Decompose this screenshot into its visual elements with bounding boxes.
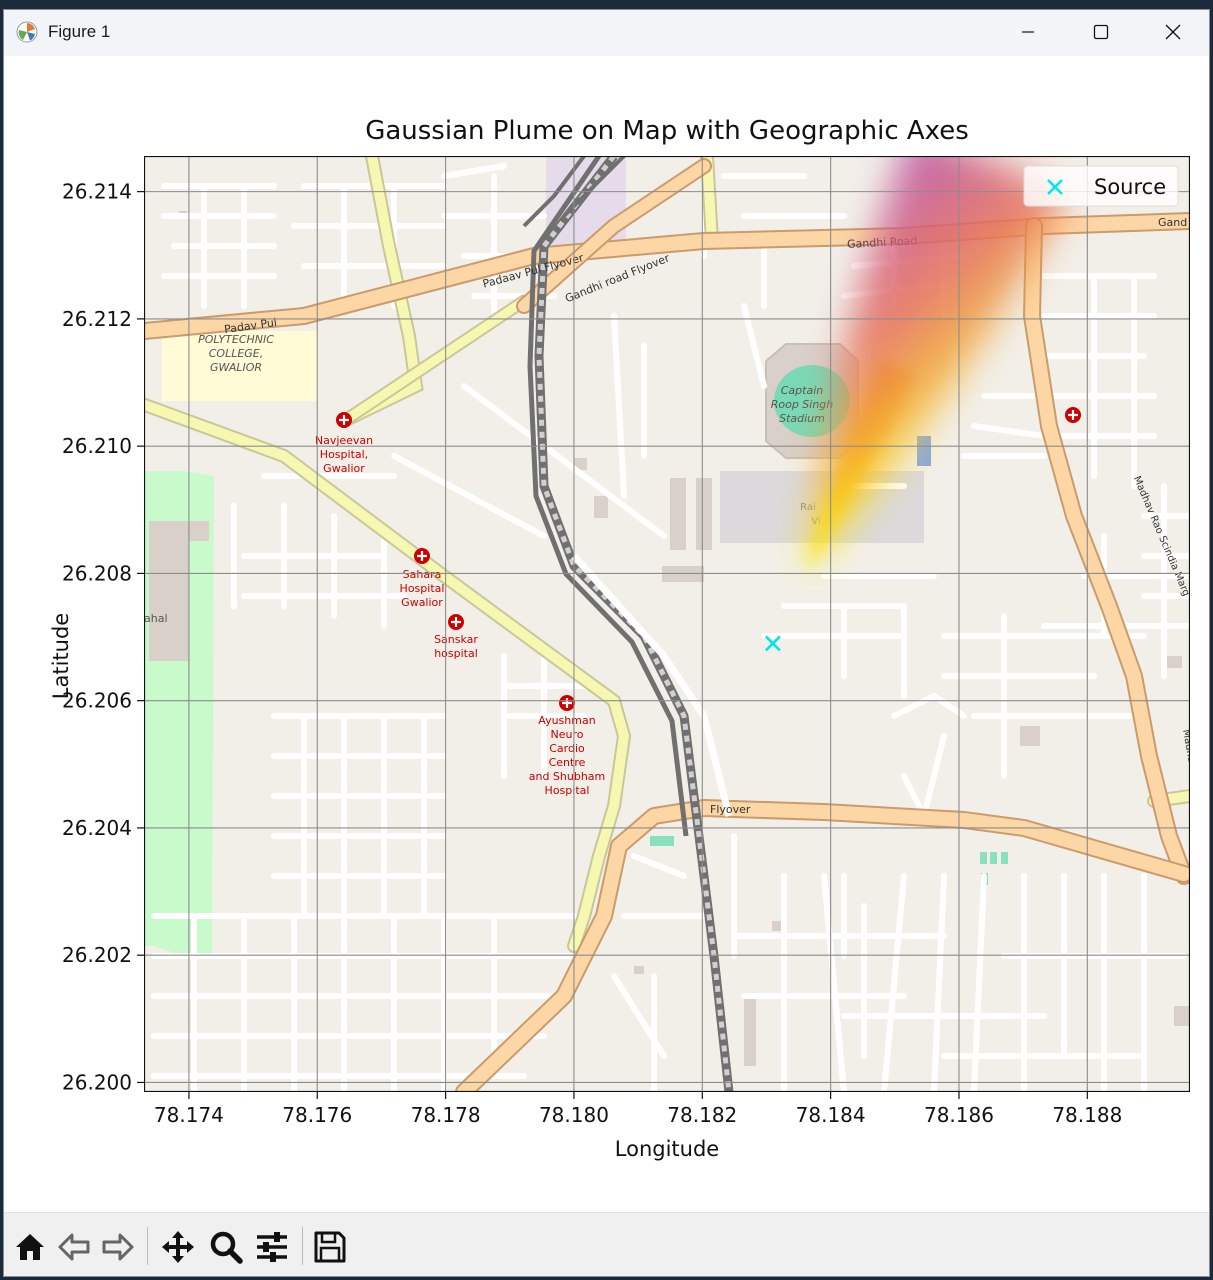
place-label: POLYTECHNIC: [198, 333, 274, 346]
x-tick-label: 78.174: [154, 1103, 224, 1127]
place-label: Navjeevan: [315, 434, 373, 447]
plume-outer: [804, 156, 1069, 574]
forward-arrow-icon: [102, 1233, 134, 1261]
x-tick-label: 78.184: [796, 1103, 866, 1127]
source-marker: [764, 635, 781, 652]
place-label: Hospital: [545, 784, 590, 797]
y-tick-label: 26.204: [62, 816, 132, 840]
y-tick-label: 26.200: [62, 1070, 132, 1094]
place-label: Rai: [800, 502, 816, 513]
figure-window: Figure 1 Gaussian Plume on Map with Geog…: [3, 9, 1210, 1277]
zoom-magnifier-icon: [210, 1231, 243, 1264]
y-tick-label: 26.206: [62, 689, 132, 713]
map-hospital-markers: [336, 407, 1081, 711]
place-label: Centre: [549, 756, 586, 769]
place-label: Roop Singh: [771, 398, 834, 411]
home-icon: [16, 1234, 44, 1260]
plume-heatmap: [804, 156, 1069, 574]
chart-title: Gaussian Plume on Map with Geographic Ax…: [365, 116, 969, 146]
place-label: Captain: [781, 384, 824, 397]
zoom-button[interactable]: [206, 1227, 246, 1267]
save-button[interactable]: [310, 1227, 350, 1267]
x-tick-label: 78.180: [539, 1103, 609, 1127]
maximize-icon: [1093, 24, 1109, 40]
y-tick-label: 26.202: [62, 943, 132, 967]
back-button[interactable]: [54, 1227, 94, 1267]
place-label: Gwalior: [401, 596, 443, 609]
place-label: Hospital: [400, 582, 445, 595]
legend: Source: [1023, 165, 1179, 207]
title-bar[interactable]: Figure 1: [4, 10, 1209, 56]
place-label: Ayushman: [538, 714, 595, 727]
axes-frame: [144, 156, 1190, 1092]
figure-canvas[interactable]: Gaussian Plume on Map with Geographic Ax…: [4, 56, 1209, 1212]
minimize-icon: [1022, 31, 1034, 33]
y-tick-label: 26.212: [62, 307, 132, 331]
legend-marker-icon: [1047, 179, 1063, 195]
forward-button[interactable]: [98, 1227, 138, 1267]
axis-ticks: 78.174 78.176 78.178 78.180 78.182 78.184 78.1…: [62, 180, 1122, 1127]
x-tick-label: 78.178: [411, 1103, 481, 1127]
x-tick-label: 78.182: [667, 1103, 737, 1127]
pan-move-icon: [162, 1231, 194, 1263]
window-title: Figure 1: [48, 22, 111, 41]
close-icon: [1165, 24, 1181, 40]
navigation-toolbar: [4, 1212, 1209, 1276]
x-tick-label: 78.188: [1052, 1103, 1122, 1127]
place-label: ahal: [144, 612, 168, 625]
home-button[interactable]: [10, 1227, 50, 1267]
back-arrow-icon: [58, 1233, 90, 1261]
place-label: COLLEGE,: [209, 347, 264, 360]
road-label: Flyover: [710, 803, 751, 816]
place-label: Stadium: [779, 412, 825, 425]
place-label: and Shubham: [529, 770, 606, 783]
subplot-config-icon: [257, 1232, 287, 1262]
y-tick-label: 26.208: [62, 561, 132, 585]
x-axis-label: Longitude: [614, 1137, 720, 1161]
minimize-button[interactable]: [993, 10, 1063, 54]
x-tick-label: 78.186: [924, 1103, 994, 1127]
place-label: Cardio: [549, 742, 585, 755]
legend-label: Source: [1094, 175, 1166, 199]
source-x-mark: [764, 635, 781, 652]
matplotlib-app-icon: [16, 21, 38, 43]
save-floppy-icon: [314, 1231, 346, 1263]
plume-core: [804, 359, 915, 574]
plot-grid: [144, 156, 1190, 1092]
map-railways: [522, 156, 734, 1092]
toolbar-separator: [302, 1227, 303, 1265]
y-axis-label: Latitude: [49, 612, 74, 700]
place-label: Hospital,: [320, 448, 368, 461]
configure-subplots-button[interactable]: [252, 1227, 292, 1267]
pan-button[interactable]: [158, 1227, 198, 1267]
y-tick-label: 26.210: [62, 434, 132, 458]
place-label: Neuro: [551, 728, 584, 741]
place-label: Sahara: [403, 568, 442, 581]
x-tick-label: 78.176: [282, 1103, 352, 1127]
place-label: GWALIOR: [210, 361, 262, 374]
close-button[interactable]: [1138, 10, 1208, 54]
plot-axes[interactable]: Padaav Pul Flyover Gandhi road Flyover G…: [144, 156, 1190, 1092]
map-campus: [162, 331, 318, 401]
toolbar-separator: [147, 1227, 148, 1265]
map-buildings: [149, 211, 1190, 1066]
y-tick-label: 26.214: [62, 180, 132, 204]
road-label: Gand: [1158, 216, 1187, 229]
maximize-button[interactable]: [1066, 10, 1136, 54]
place-label: Gwalior: [323, 462, 365, 475]
